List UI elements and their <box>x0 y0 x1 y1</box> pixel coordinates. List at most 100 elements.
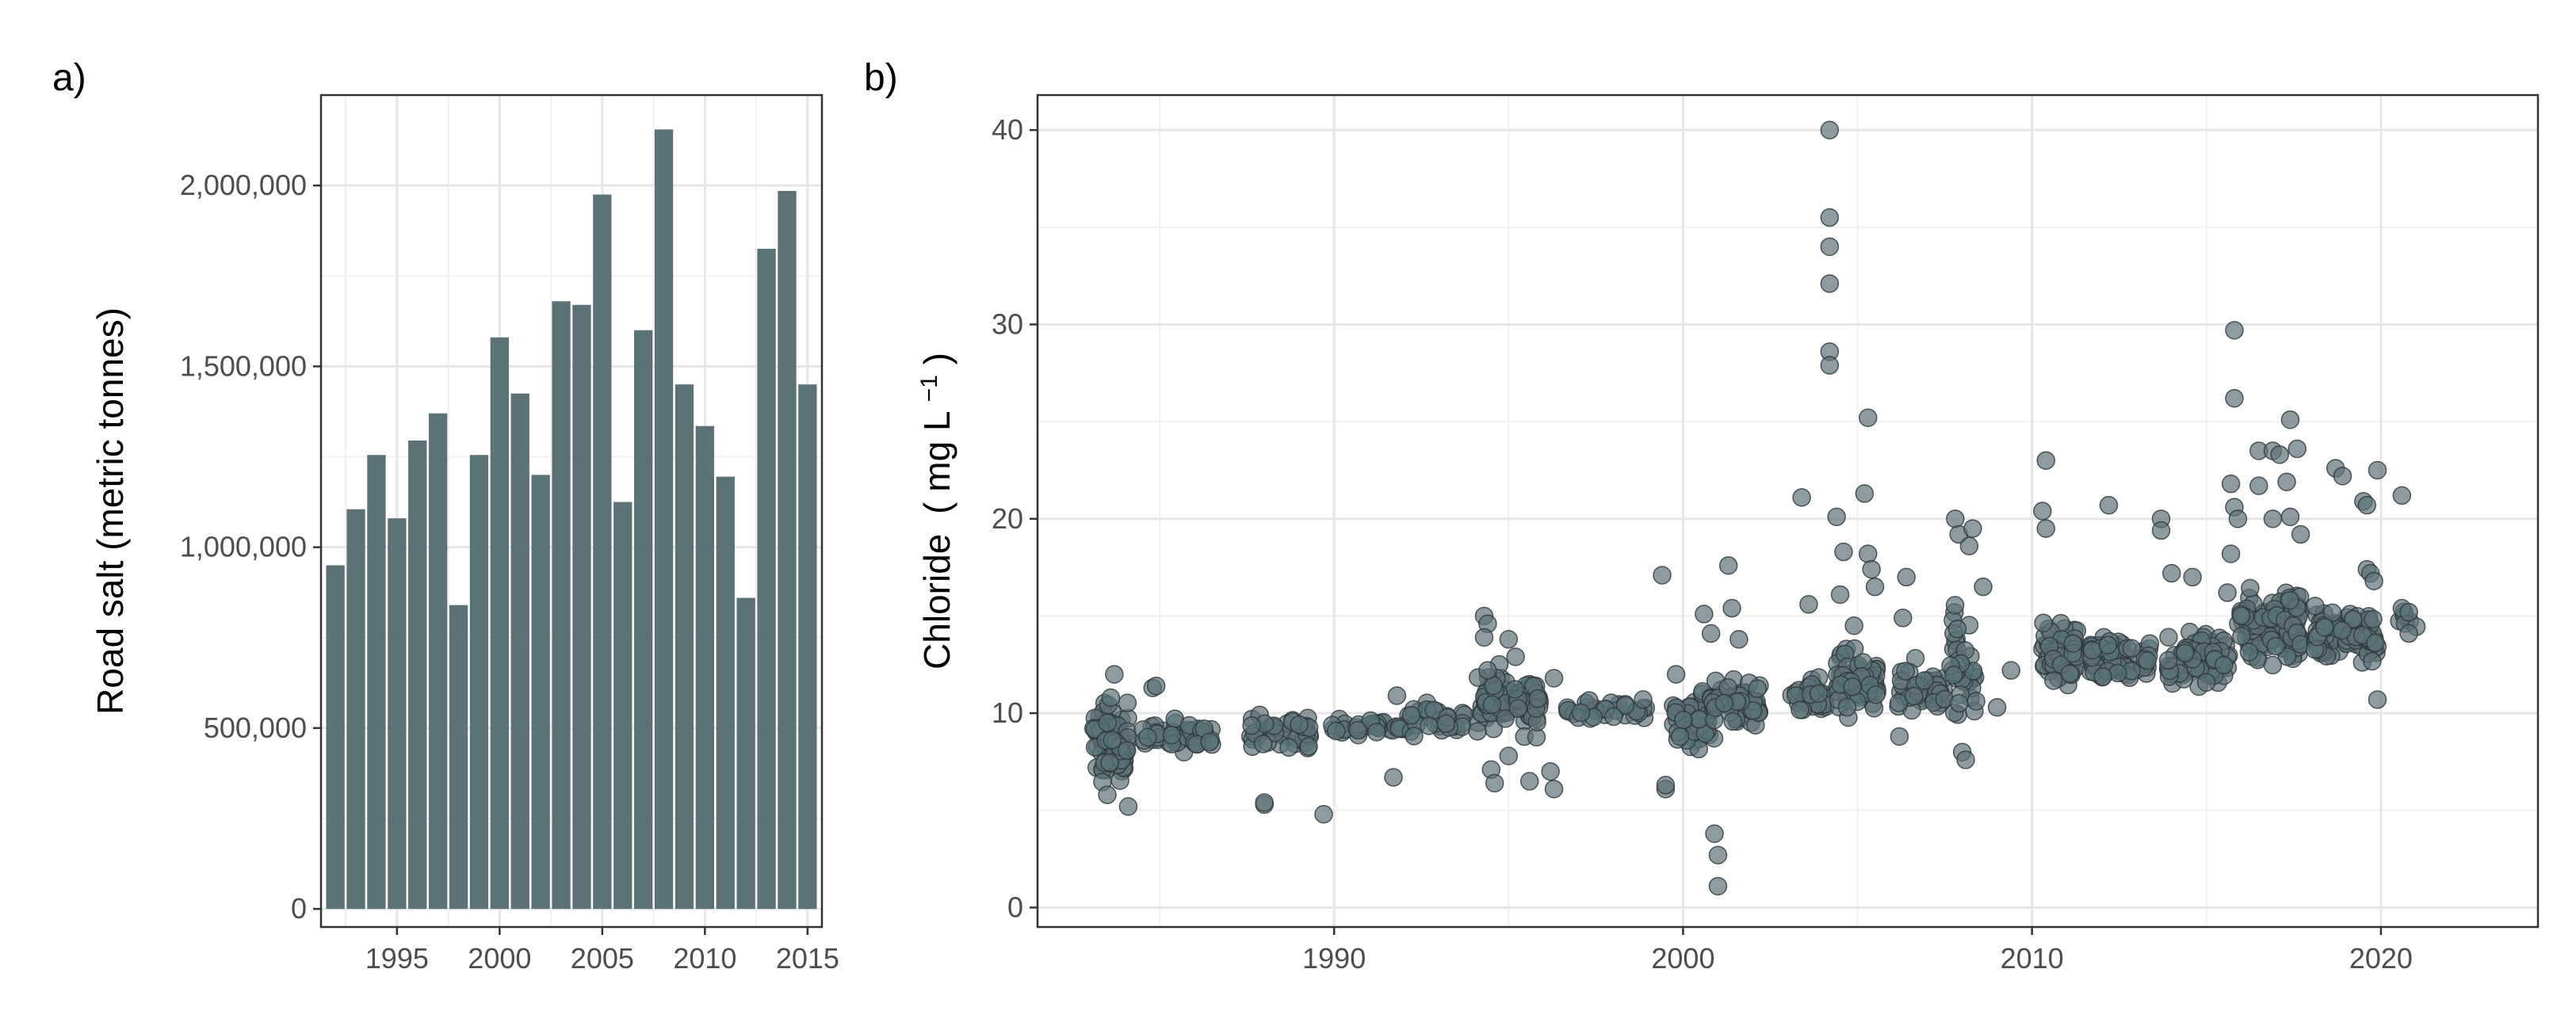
bar-2007 <box>634 330 653 910</box>
data-point <box>2036 519 2056 538</box>
data-point <box>2287 439 2307 459</box>
data-point <box>2159 628 2178 647</box>
data-point <box>1634 690 1653 709</box>
data-point <box>1956 750 1975 769</box>
data-point <box>1506 647 1525 666</box>
bar-1994 <box>367 455 386 910</box>
bar-2001 <box>510 393 529 910</box>
data-point <box>1830 585 1850 605</box>
data-point <box>1604 707 1623 727</box>
data-point <box>1748 679 1768 699</box>
data-point <box>2280 410 2300 429</box>
panel-a-axes: 0 500,000 1,000,000 1,500,000 2,000,000 1995 2… <box>180 169 839 975</box>
data-point <box>1496 709 1515 728</box>
data-point <box>1987 698 2007 717</box>
data-point <box>2225 321 2244 340</box>
ylabel-open-paren: ( <box>916 502 957 514</box>
data-point <box>1499 630 1519 649</box>
data-point <box>1255 793 1274 812</box>
data-point <box>1701 624 1721 643</box>
data-point <box>1844 616 1863 635</box>
data-point <box>1859 544 1878 563</box>
data-point <box>1384 768 1403 787</box>
bar-2013 <box>757 249 776 910</box>
data-point <box>1098 713 1117 733</box>
data-point <box>1468 722 1487 741</box>
data-point <box>2399 602 2418 622</box>
y-tick-label: 20 <box>992 502 1023 535</box>
data-point <box>2399 624 2418 643</box>
data-point <box>2306 597 2325 616</box>
ylabel-main: Chloride <box>916 534 957 670</box>
data-point <box>1867 685 1886 704</box>
data-point <box>1299 737 1318 756</box>
data-point <box>1820 237 1840 257</box>
data-point <box>1744 701 1763 720</box>
data-point <box>1279 738 1298 757</box>
panel-a-y-axis-title: Road salt (metric tonnes) <box>90 307 131 715</box>
data-point <box>2082 640 2102 660</box>
data-point <box>2215 655 2234 675</box>
data-point <box>1791 700 1810 719</box>
data-point <box>1897 567 1916 587</box>
data-point <box>2228 509 2248 528</box>
data-point <box>1508 699 1528 718</box>
data-point <box>2280 590 2299 610</box>
y-tick-label: 10 <box>992 696 1023 729</box>
data-point <box>1674 711 1693 730</box>
bar-1993 <box>346 509 365 910</box>
data-point <box>1947 620 1967 639</box>
data-point <box>1571 703 1591 723</box>
y-tick-label: 1,000,000 <box>180 531 307 563</box>
data-point <box>1327 721 1346 741</box>
data-point <box>2239 643 2259 662</box>
ylabel-close-paren: ) <box>916 353 957 364</box>
data-point <box>2196 673 2216 692</box>
y-tick-label: 0 <box>291 892 307 925</box>
data-point <box>1718 555 1738 575</box>
data-point <box>2036 451 2056 470</box>
chloride-scatter-chart: 0 10 20 30 40 1990 2000 2010 2020 Chloride ( mg … <box>916 93 2540 975</box>
data-point <box>2138 651 2157 670</box>
data-point <box>1950 693 1969 713</box>
y-tick-label: 30 <box>992 307 1023 340</box>
data-point <box>1729 630 1749 649</box>
data-point <box>1519 772 1539 791</box>
bar-2011 <box>716 476 735 910</box>
bar-1999 <box>469 455 489 910</box>
y-tick-label: 40 <box>992 113 1023 146</box>
data-point <box>2231 606 2251 626</box>
data-point <box>2122 639 2142 658</box>
data-point <box>1544 669 1564 688</box>
data-point <box>1482 695 1502 714</box>
data-point <box>1290 715 1309 734</box>
data-point <box>1714 693 1734 713</box>
data-point <box>1974 577 1993 597</box>
data-point <box>1820 274 1840 293</box>
data-point <box>1723 711 1742 731</box>
data-point <box>1820 356 1840 375</box>
data-point <box>1915 671 1934 690</box>
data-point <box>1959 536 1979 555</box>
data-point <box>1253 734 1273 753</box>
bar-1998 <box>449 605 468 910</box>
bar-1997 <box>428 413 448 910</box>
x-tick-label: 1995 <box>365 942 429 975</box>
data-point <box>2221 544 2241 563</box>
bar-1995 <box>388 518 407 910</box>
data-point <box>1474 628 1494 647</box>
data-point <box>1528 689 1547 708</box>
bar-2012 <box>736 597 755 910</box>
bar-2003 <box>552 301 571 910</box>
panel-a-frame <box>319 93 824 929</box>
data-point <box>2218 583 2237 602</box>
data-point <box>2364 609 2383 629</box>
data-point <box>1387 686 1407 705</box>
bar-1996 <box>408 440 427 910</box>
data-point <box>2344 609 2363 629</box>
x-tick-label: 2000 <box>468 942 531 975</box>
data-point <box>2232 626 2251 646</box>
x-tick-label: 2015 <box>776 942 839 975</box>
data-point <box>2033 502 2052 521</box>
bar-2014 <box>778 190 797 910</box>
